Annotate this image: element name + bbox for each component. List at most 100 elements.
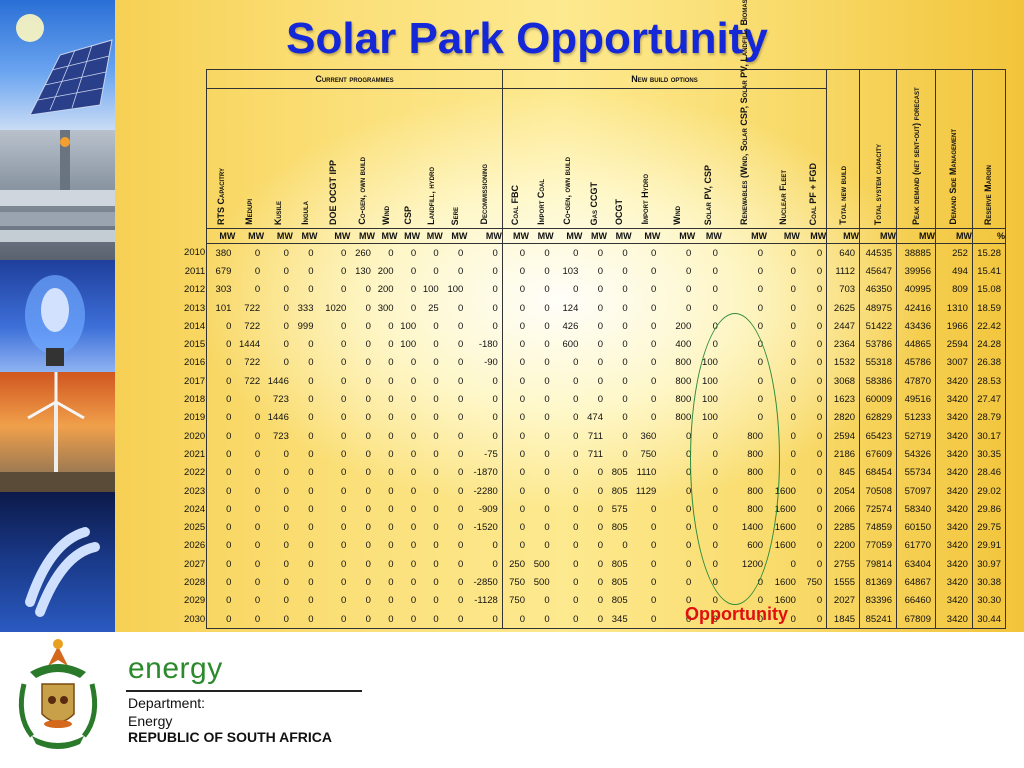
- column-header: Co-gen, own build: [562, 157, 573, 225]
- value-cell: 0: [573, 540, 579, 552]
- value-cell: 0: [341, 265, 347, 277]
- value-cell: 0: [458, 503, 464, 515]
- value-cell: 0: [283, 576, 289, 588]
- value-cell: 46350: [859, 280, 897, 299]
- value-cell: 2364: [826, 335, 860, 354]
- value-cell: 0: [254, 540, 261, 552]
- value-cell: 0: [283, 448, 289, 460]
- value-cell: 0: [365, 430, 371, 442]
- value-cell: 29.02: [971, 481, 1007, 501]
- value-cell: 0: [544, 430, 550, 442]
- blue-bulb-photo: [0, 260, 115, 372]
- value-cell: 0: [365, 339, 371, 351]
- column-header: Solar PV, CSP: [703, 164, 714, 225]
- value-cell: 0: [767, 609, 800, 630]
- value-cell: 0: [597, 522, 603, 534]
- value-cell: 51422: [859, 317, 897, 336]
- value-cell: 1600: [774, 522, 796, 534]
- value-cell: 24.28: [971, 335, 1007, 354]
- value-cell: 805: [611, 595, 628, 607]
- value-cell: 0: [206, 426, 236, 446]
- value-cell: 0: [651, 503, 657, 515]
- value-cell: 0: [410, 522, 417, 534]
- column-header: Sere: [449, 206, 460, 225]
- value-cell: 380: [206, 243, 236, 263]
- value-cell: 49516: [896, 390, 936, 409]
- value-cell: 0: [816, 339, 823, 351]
- value-cell: 252: [935, 243, 973, 263]
- value-cell: 0: [308, 247, 314, 259]
- unit-cell: MW: [442, 228, 468, 244]
- value-cell: 0: [458, 394, 464, 406]
- value-cell: 0: [458, 357, 464, 369]
- unit-cell: MW: [606, 228, 632, 244]
- value-cell: 805: [611, 522, 628, 534]
- value-cell: 0: [651, 576, 657, 588]
- value-cell: 0: [365, 595, 371, 607]
- value-cell: 0: [308, 467, 314, 479]
- value-cell: 3007: [935, 353, 973, 373]
- unit-cell: MW: [660, 228, 696, 244]
- value-cell: 0: [388, 576, 394, 588]
- value-cell: 200: [377, 265, 394, 277]
- value-cell: 0: [308, 357, 314, 369]
- value-cell: 124: [562, 302, 579, 314]
- group-current-programmes: Current programmes: [206, 69, 503, 89]
- value-cell: 500: [533, 576, 550, 588]
- value-cell: 62829: [859, 408, 897, 427]
- value-cell: 30.35: [971, 445, 1007, 464]
- value-cell: 0: [410, 284, 417, 296]
- table-row: 2011 679 0 0 0 0 130 200 0 0 0 0 0 0 103 0 0 0 0 0 0 0 0 1112 45…: [180, 262, 1007, 281]
- capacity-table: Current programmes New build options RTS C…: [180, 0, 1007, 630]
- value-cell: 800: [675, 357, 692, 369]
- value-cell: 0: [816, 302, 823, 314]
- value-cell: 0: [206, 555, 236, 574]
- value-cell: 0: [410, 503, 417, 515]
- value-cell: 0: [816, 247, 823, 259]
- value-cell: 0: [597, 302, 603, 314]
- value-cell: 0: [458, 467, 464, 479]
- value-cell: 1129: [635, 485, 657, 497]
- table-row: 2014 0 722 0 999 0 0 0 100 0 0 0 0 0 426 0 0 0 200 0 0 0 0 2447…: [180, 317, 1007, 336]
- value-cell: 0: [597, 265, 603, 277]
- value-cell: 0: [695, 609, 722, 630]
- value-cell: 58386: [859, 372, 897, 391]
- value-cell: 0: [799, 609, 827, 630]
- value-cell: 0: [341, 247, 347, 259]
- value-cell: 15.08: [971, 280, 1007, 299]
- value-cell: 0: [308, 394, 314, 406]
- value-cell: 100: [400, 320, 417, 332]
- table-row: 2020 0 0 723 0 0 0 0 0 0 0 0 0 0 0 711 0 360 0 0 800 0 0 2594 65…: [180, 426, 1007, 446]
- unit-cell: MW: [859, 228, 897, 244]
- value-cell: 1845: [826, 609, 860, 630]
- value-cell: 0: [467, 609, 503, 630]
- value-cell: 3068: [826, 372, 860, 391]
- value-cell: 0: [685, 576, 692, 588]
- value-cell: 0: [790, 339, 796, 351]
- value-cell: 0: [790, 247, 796, 259]
- value-cell: 0: [622, 320, 628, 332]
- value-cell: 0: [573, 430, 579, 442]
- solar-panel-photo: [0, 0, 115, 130]
- value-cell: 0: [544, 284, 550, 296]
- value-cell: 722: [244, 320, 261, 332]
- value-cell: 0: [254, 284, 261, 296]
- value-cell: 0: [622, 265, 628, 277]
- value-cell: 0: [631, 609, 661, 630]
- value-cell: 0: [651, 302, 657, 314]
- value-cell: 0: [433, 247, 439, 259]
- value-cell: 0: [410, 375, 417, 387]
- value-cell: 0: [341, 375, 347, 387]
- value-cell: 805: [611, 467, 628, 479]
- value-cell: 0: [790, 412, 796, 424]
- value-cell: 0: [308, 430, 314, 442]
- value-cell: 0: [597, 558, 603, 570]
- value-cell: 2625: [826, 298, 860, 318]
- value-cell: 0: [501, 518, 529, 537]
- department-line-2: Energy: [128, 713, 173, 729]
- value-cell: 0: [501, 262, 529, 281]
- value-cell: 0: [283, 503, 289, 515]
- value-cell: 0: [254, 595, 261, 607]
- value-cell: 0: [816, 448, 823, 460]
- value-cell: 0: [597, 375, 603, 387]
